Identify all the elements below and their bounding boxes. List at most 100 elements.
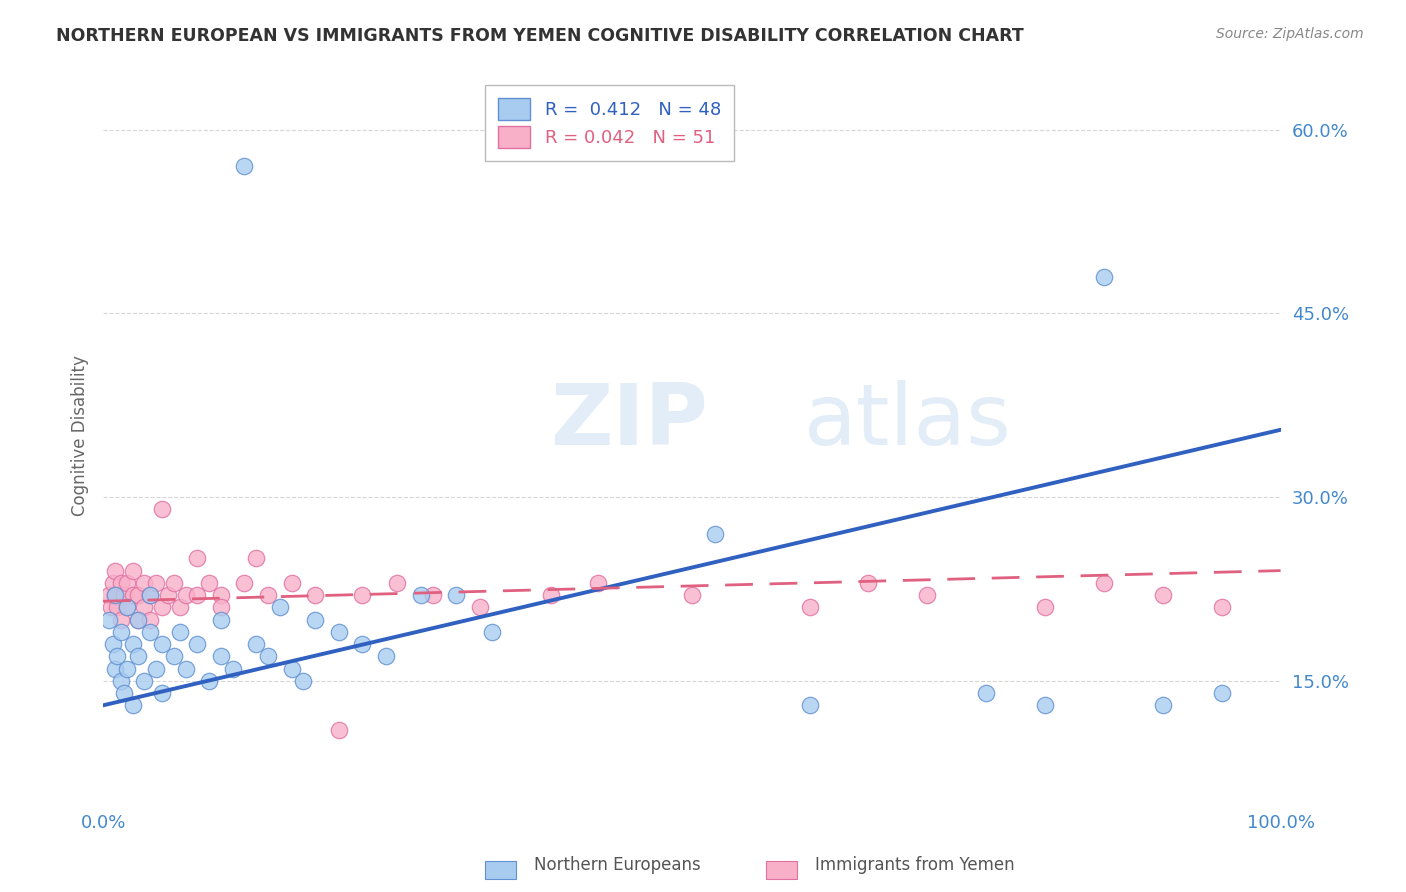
Point <box>101 637 124 651</box>
Point <box>139 613 162 627</box>
Point <box>280 662 302 676</box>
Point <box>121 564 143 578</box>
Point <box>105 649 128 664</box>
Point <box>233 160 256 174</box>
Point <box>139 624 162 639</box>
Point <box>186 588 208 602</box>
Point <box>799 600 821 615</box>
Point <box>101 575 124 590</box>
Point <box>163 649 186 664</box>
Point <box>98 588 121 602</box>
Point <box>1152 588 1174 602</box>
Point <box>169 624 191 639</box>
Point <box>209 588 232 602</box>
Point <box>586 575 609 590</box>
Point <box>174 588 197 602</box>
Point <box>481 624 503 639</box>
Text: Source: ZipAtlas.com: Source: ZipAtlas.com <box>1216 27 1364 41</box>
Point <box>121 588 143 602</box>
Point <box>121 698 143 713</box>
Point <box>110 613 132 627</box>
Point <box>139 588 162 602</box>
Point <box>100 600 122 615</box>
Point <box>221 662 243 676</box>
Point <box>422 588 444 602</box>
Point <box>156 588 179 602</box>
Point <box>328 723 350 737</box>
Point <box>174 662 197 676</box>
Point <box>121 637 143 651</box>
Point <box>110 673 132 688</box>
Text: NORTHERN EUROPEAN VS IMMIGRANTS FROM YEMEN COGNITIVE DISABILITY CORRELATION CHAR: NORTHERN EUROPEAN VS IMMIGRANTS FROM YEM… <box>56 27 1024 45</box>
Point <box>328 624 350 639</box>
Point <box>198 575 221 590</box>
Point <box>374 649 396 664</box>
Point <box>292 673 315 688</box>
Point <box>145 662 167 676</box>
Point <box>150 637 173 651</box>
Point <box>112 588 135 602</box>
Point <box>127 613 149 627</box>
Point <box>257 588 280 602</box>
Point <box>104 662 127 676</box>
Point <box>352 588 374 602</box>
Text: Immigrants from Yemen: Immigrants from Yemen <box>815 855 1015 873</box>
Point <box>917 588 939 602</box>
Point <box>139 588 162 602</box>
Text: Northern Europeans: Northern Europeans <box>534 855 702 873</box>
Point <box>704 527 727 541</box>
Point <box>134 575 156 590</box>
Point <box>1092 575 1115 590</box>
Point <box>1033 600 1056 615</box>
Point <box>1211 686 1233 700</box>
Point <box>150 502 173 516</box>
Point <box>127 613 149 627</box>
Point <box>110 624 132 639</box>
Y-axis label: Cognitive Disability: Cognitive Disability <box>72 356 89 516</box>
Point <box>1211 600 1233 615</box>
Point <box>209 600 232 615</box>
Point <box>304 588 326 602</box>
Point <box>858 575 880 590</box>
Point <box>115 600 138 615</box>
Point <box>209 613 232 627</box>
Point <box>115 575 138 590</box>
Point <box>1033 698 1056 713</box>
Point <box>681 588 703 602</box>
Point <box>163 575 186 590</box>
Legend: R =  0.412   N = 48, R = 0.042   N = 51: R = 0.412 N = 48, R = 0.042 N = 51 <box>485 85 734 161</box>
Point <box>134 600 156 615</box>
Point <box>134 673 156 688</box>
Point <box>198 673 221 688</box>
Point <box>115 662 138 676</box>
Point <box>257 649 280 664</box>
Point <box>245 551 267 566</box>
Point <box>280 575 302 590</box>
Point <box>150 600 173 615</box>
Point <box>110 575 132 590</box>
Point <box>145 575 167 590</box>
Point <box>1152 698 1174 713</box>
Point <box>540 588 562 602</box>
Point <box>974 686 997 700</box>
Point <box>150 686 173 700</box>
Point <box>112 686 135 700</box>
Point <box>269 600 291 615</box>
Point <box>98 613 121 627</box>
Point <box>104 564 127 578</box>
Point <box>115 600 138 615</box>
Point <box>352 637 374 651</box>
Point <box>127 649 149 664</box>
Point <box>387 575 409 590</box>
Point <box>245 637 267 651</box>
Point <box>1092 269 1115 284</box>
Point <box>186 637 208 651</box>
Point <box>409 588 432 602</box>
Point <box>105 600 128 615</box>
Point <box>209 649 232 664</box>
Point <box>446 588 468 602</box>
Point <box>233 575 256 590</box>
Point <box>186 551 208 566</box>
Point <box>468 600 491 615</box>
Text: ZIP: ZIP <box>551 380 709 463</box>
